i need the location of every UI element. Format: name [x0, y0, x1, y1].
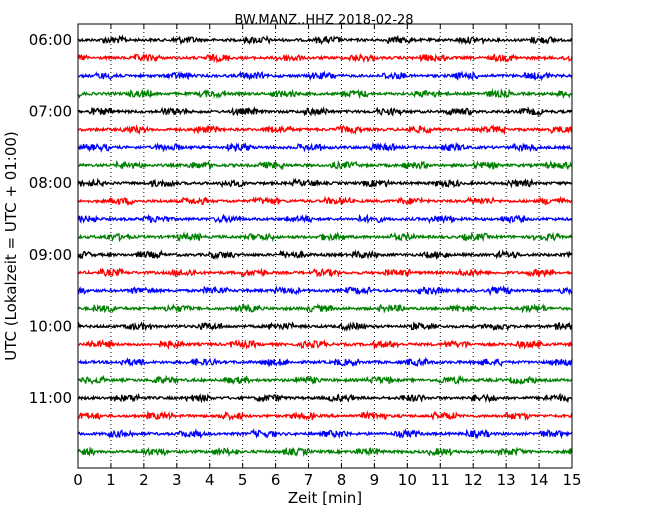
- x-tick-label: 7: [304, 471, 314, 489]
- y-tick-label: 08:00: [29, 174, 72, 192]
- trace-0830: [77, 213, 573, 225]
- trace-1045: [77, 374, 573, 386]
- x-tick-label: 9: [370, 471, 380, 489]
- trace-0930: [77, 284, 573, 297]
- plot-frame: [77, 23, 573, 469]
- x-tick-label: 8: [337, 471, 347, 489]
- x-axis-label: Zeit [min]: [288, 489, 362, 507]
- trace-0815: [77, 195, 573, 206]
- trace-1145: [77, 445, 573, 458]
- y-axis-ticks: 06:00 07:00 08:00 09:00 10:00 11:00: [29, 31, 572, 407]
- x-tick-label: 13: [497, 471, 516, 489]
- x-tick-label: 15: [562, 471, 581, 489]
- y-tick-label: 07:00: [29, 103, 72, 121]
- x-tick-label: 1: [106, 471, 116, 489]
- x-tick-label: 4: [205, 471, 215, 489]
- grid-lines: [110, 24, 540, 468]
- y-tick-label: 06:00: [29, 31, 72, 49]
- trace-0915: [77, 267, 573, 278]
- x-tick-label: 3: [172, 471, 182, 489]
- y-tick-label: 11:00: [29, 389, 72, 407]
- trace-0845: [77, 230, 573, 243]
- y-axis-label: UTC (Lokalzeit = UTC + 01:00): [2, 131, 20, 361]
- trace-1000: [77, 321, 573, 333]
- trace-1100: [77, 392, 573, 404]
- x-tick-label: 14: [530, 471, 549, 489]
- x-tick-label: 2: [139, 471, 149, 489]
- x-axis-ticks: 0 1 2 3 4 5 6 7 8 9 10 11 12 13 14 15: [73, 24, 582, 489]
- chart-title: BW.MANZ..HHZ 2018-02-28: [234, 13, 413, 28]
- x-tick-label: 11: [431, 471, 450, 489]
- trace-0630: [77, 70, 573, 82]
- trace-0800: [77, 177, 573, 189]
- trace-0700: [77, 106, 573, 118]
- trace-1030: [77, 356, 573, 368]
- x-tick-label: 12: [464, 471, 483, 489]
- trace-0745: [77, 159, 572, 172]
- trace-0645: [77, 87, 573, 100]
- trace-1115: [77, 410, 573, 422]
- x-tick-label: 6: [271, 471, 281, 489]
- x-tick-label: 5: [238, 471, 248, 489]
- y-tick-label: 10:00: [29, 317, 72, 335]
- trace-0945: [78, 302, 572, 314]
- trace-1015: [77, 338, 573, 350]
- trace-0615: [77, 52, 573, 64]
- trace-group: [77, 34, 573, 458]
- trace-0730: [77, 141, 573, 153]
- y-tick-label: 09:00: [29, 246, 72, 264]
- x-tick-label: 10: [398, 471, 417, 489]
- trace-1130: [77, 427, 573, 440]
- trace-0900: [77, 249, 573, 261]
- trace-0715: [77, 123, 573, 136]
- x-tick-label: 0: [73, 471, 83, 489]
- trace-0600: [77, 34, 572, 46]
